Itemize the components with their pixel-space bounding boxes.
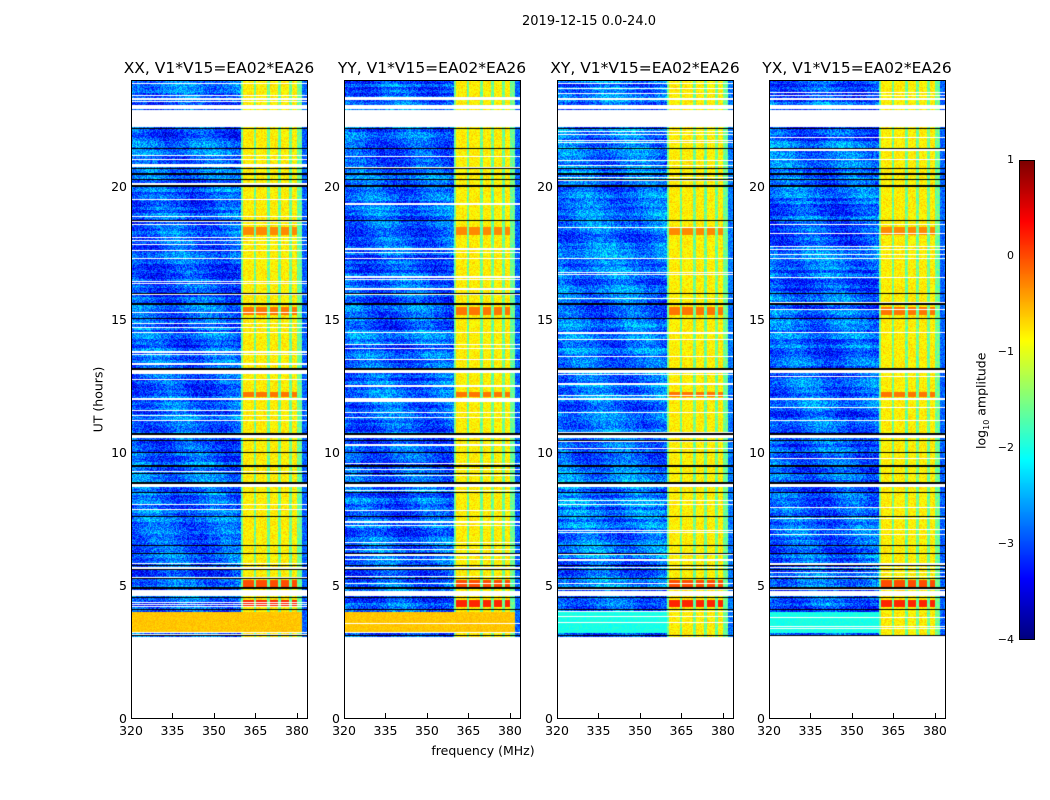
x-tick-mark	[509, 713, 511, 719]
y-tick-label: 10	[537, 444, 553, 460]
x-tick-label: 365	[456, 723, 481, 738]
x-axis-label: frequency (MHz)	[431, 743, 535, 758]
y-tick-label: 20	[111, 178, 127, 194]
x-tick-mark	[296, 713, 298, 719]
x-tick-label: 335	[798, 723, 823, 738]
x-tick-mark	[131, 713, 132, 719]
y-tick-label: 5	[332, 577, 340, 593]
heatmap-panel-yy	[344, 80, 521, 719]
x-tick-mark	[598, 713, 600, 719]
y-tick-label: 15	[537, 311, 553, 327]
x-tick-label: 335	[373, 723, 398, 738]
x-tick-mark	[172, 713, 174, 719]
x-tick-mark	[810, 713, 812, 719]
y-tick-label: 10	[749, 444, 765, 460]
y-tick-label: 10	[324, 444, 340, 460]
x-tick-label: 365	[243, 723, 268, 738]
x-tick-label: 350	[202, 723, 226, 738]
x-tick-label: 335	[160, 723, 185, 738]
y-tick-label: 15	[111, 311, 127, 327]
y-tick-label: 5	[119, 577, 127, 593]
x-tick-label: 320	[757, 723, 781, 738]
colorbar-label-suffix: amplitude	[973, 352, 989, 420]
colorbar	[1019, 160, 1035, 640]
x-tick-label: 320	[332, 723, 356, 738]
panel-title: XY, V1*V15=EA02*EA26	[550, 59, 740, 77]
x-tick-label: 380	[711, 723, 735, 738]
colorbar-label-sub: 10	[981, 419, 991, 430]
x-tick-mark	[344, 713, 345, 719]
heatmap-image	[132, 81, 307, 718]
x-tick-label: 320	[545, 723, 569, 738]
y-tick-label: 20	[537, 178, 553, 194]
x-tick-label: 380	[285, 723, 309, 738]
figure-title: 2019-12-15 0.0-24.0	[522, 14, 656, 29]
x-tick-mark	[769, 713, 770, 719]
heatmap-image	[558, 81, 733, 718]
panel-title: YX, V1*V15=EA02*EA26	[762, 59, 952, 77]
x-tick-label: 350	[415, 723, 439, 738]
colorbar-label-log: log	[973, 429, 989, 449]
colorbar-tick-label: −3	[997, 537, 1014, 550]
heatmap-panel-xy	[557, 80, 734, 719]
x-tick-mark	[426, 713, 428, 719]
x-tick-mark	[468, 713, 470, 719]
x-tick-mark	[851, 713, 853, 719]
x-tick-label: 350	[840, 723, 864, 738]
colorbar-tick-label: −2	[997, 441, 1014, 454]
x-tick-label: 380	[923, 723, 947, 738]
y-tick-label: 0	[757, 711, 765, 726]
x-tick-label: 365	[881, 723, 906, 738]
heatmap-panel-xx	[131, 80, 308, 719]
y-tick-label: 5	[757, 577, 765, 593]
colorbar-tick-label: 1	[1007, 153, 1014, 166]
x-tick-mark	[639, 713, 641, 719]
x-tick-mark	[213, 713, 215, 719]
x-tick-mark	[255, 713, 257, 719]
colorbar-tick-label: 0	[1007, 249, 1014, 262]
heatmap-panel-yx	[769, 80, 946, 719]
x-tick-mark	[557, 713, 558, 719]
x-tick-mark	[893, 713, 895, 719]
x-tick-mark	[934, 713, 936, 719]
x-tick-mark	[385, 713, 387, 719]
y-tick-label: 20	[749, 178, 765, 194]
heatmap-image	[770, 81, 945, 718]
x-tick-label: 335	[586, 723, 611, 738]
colorbar-gradient	[1020, 161, 1034, 639]
x-tick-mark	[722, 713, 724, 719]
heatmap-image	[345, 81, 520, 718]
y-tick-label: 20	[324, 178, 340, 194]
y-tick-label: 0	[545, 711, 553, 726]
colorbar-tick-label: −1	[997, 345, 1014, 358]
colorbar-tick-label: −4	[997, 633, 1014, 646]
y-tick-label: 0	[332, 711, 340, 726]
colorbar-label: log10 amplitude	[973, 341, 991, 461]
x-tick-label: 350	[628, 723, 652, 738]
panel-title: YY, V1*V15=EA02*EA26	[337, 59, 527, 77]
y-tick-label: 15	[324, 311, 340, 327]
panel-title: XX, V1*V15=EA02*EA26	[123, 59, 315, 77]
y-tick-label: 5	[545, 577, 553, 593]
y-tick-label: 10	[111, 444, 127, 460]
y-tick-label: 0	[119, 711, 127, 726]
x-tick-label: 365	[669, 723, 694, 738]
y-axis-label: UT (hours)	[90, 366, 106, 433]
x-tick-label: 320	[119, 723, 143, 738]
x-tick-mark	[681, 713, 683, 719]
x-tick-label: 380	[498, 723, 522, 738]
y-tick-label: 15	[749, 311, 765, 327]
